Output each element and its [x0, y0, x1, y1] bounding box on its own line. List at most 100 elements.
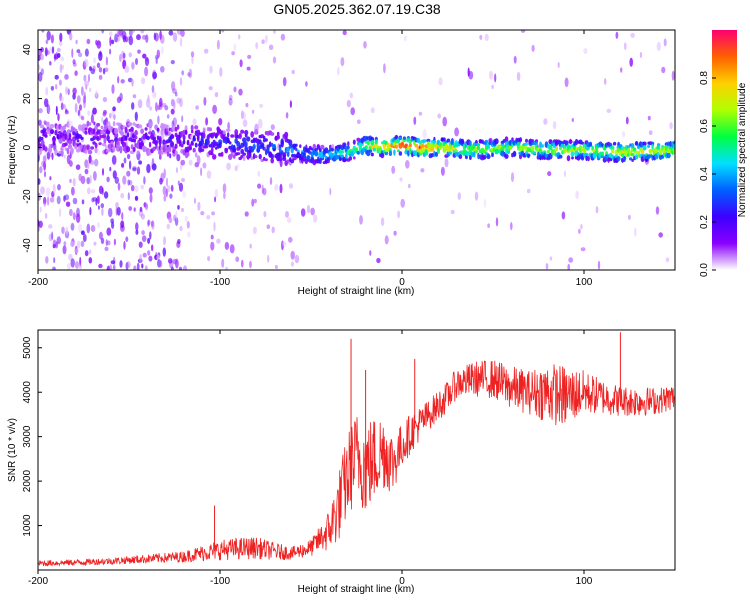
- spectrogram-ridge-cell: [236, 141, 241, 147]
- spectrogram-noise-cell: [101, 116, 104, 124]
- spectrogram-noise-cell: [170, 184, 174, 192]
- spectrogram-ridge-cell: [574, 138, 579, 146]
- spectrogram-noise-cell: [620, 67, 623, 73]
- spectrogram-noise-cell: [70, 222, 75, 231]
- spectrogram-noise-cell: [252, 226, 257, 235]
- spectrogram-noise-cell: [38, 108, 43, 114]
- spectrogram-noise-cell: [139, 253, 143, 264]
- spectrogram-ridge-cell: [304, 158, 308, 164]
- spectrogram-noise-cell: [238, 88, 243, 96]
- spectrogram-ridge-cell: [631, 158, 634, 162]
- spectrogram-noise-cell: [239, 59, 243, 68]
- spectrogram-noise-cell: [90, 68, 96, 75]
- spectrogram-ridge-cell: [158, 136, 162, 143]
- spectrogram-ridge-cell: [611, 149, 615, 154]
- spectrogram-ridge-cell: [475, 150, 478, 154]
- spectrogram-noise-cell: [181, 115, 184, 123]
- spectrogram-ridge-cell: [278, 154, 283, 162]
- spectrogram-noise-cell: [82, 234, 87, 242]
- spectrogram-ridge-cell: [200, 136, 204, 143]
- spectrogram-ridge-cell: [446, 138, 451, 143]
- spectrogram-noise-cell: [49, 61, 52, 66]
- spectrogram-ridge-cell: [330, 147, 334, 152]
- spectrogram-noise-cell: [62, 245, 67, 255]
- spectrogram-noise-cell: [222, 183, 227, 194]
- spectrogram-noise-cell: [52, 266, 56, 270]
- spectrogram-ridge-cell: [357, 150, 360, 155]
- spectrogram-noise-cell: [175, 167, 179, 174]
- spectrogram-noise-cell: [669, 122, 673, 130]
- spectrogram-ridge-cell: [518, 137, 523, 143]
- spectrogram-noise-cell: [148, 255, 153, 262]
- spectrogram-noise-cell: [149, 231, 152, 240]
- spectrogram-noise-cell: [157, 105, 161, 111]
- spectrogram-ridge-cell: [443, 137, 446, 142]
- spectrogram-noise-cell: [111, 155, 117, 165]
- spectrogram-noise-cell: [70, 258, 75, 268]
- spectrogram-noise-cell: [259, 103, 264, 108]
- spectrogram-noise-cell: [119, 260, 123, 268]
- spectrogram-ridge-cell: [112, 145, 116, 152]
- spectrogram-ridge-cell: [252, 143, 256, 150]
- snr-y-tick-label: 5000: [22, 336, 33, 359]
- spectrogram-ridge-cell: [635, 142, 639, 146]
- spectrogram-ridge-cell: [152, 136, 157, 142]
- spectrogram-noise-cell: [615, 31, 619, 39]
- spectrogram-ridge-cell: [186, 151, 190, 157]
- spectrogram-noise-cell: [210, 234, 214, 240]
- spectrogram-noise-cell: [221, 258, 225, 268]
- spectrogram-ridge-cell: [270, 153, 275, 160]
- spectrogram-noise-cell: [109, 166, 112, 172]
- spectrogram-noise-cell: [246, 66, 251, 71]
- spectrogram-noise-cell: [126, 261, 131, 269]
- spectrogram-ridge-cell: [70, 147, 74, 154]
- spectrogram-ridge-cell: [38, 149, 42, 156]
- spectrogram-noise-cell: [403, 35, 407, 42]
- spectrogram-noise-cell: [38, 64, 41, 71]
- spectrogram-ridge-cell: [160, 150, 164, 155]
- spectrogram-noise-cell: [207, 256, 211, 262]
- spectrogram-ridge-cell: [162, 139, 167, 146]
- spectrogram-ridge-cell: [144, 127, 148, 131]
- spectrogram-ridge-cell: [92, 128, 96, 135]
- spectrogram-ridge-cell: [54, 129, 58, 136]
- spectrogram-ridge-cell: [521, 144, 524, 151]
- spectrogram-noise-cell: [163, 168, 166, 179]
- spectrogram-noise-cell: [168, 217, 173, 224]
- spectrogram-noise-cell: [130, 184, 135, 192]
- spectrogram-ridge-cell: [642, 141, 647, 147]
- snr-y-tick-label: 2000: [22, 470, 33, 493]
- spectrogram-noise-cell: [214, 196, 217, 203]
- spectrogram-ridge-cell: [102, 134, 106, 139]
- spectrogram-ridge-cell: [419, 148, 422, 153]
- spectrogram-noise-cell: [571, 118, 574, 122]
- spectrogram-ridge-cell: [110, 141, 114, 145]
- spectrogram-noise-cell: [91, 197, 95, 203]
- spectrogram-noise-cell: [583, 47, 588, 55]
- spectrogram-noise-cell: [140, 30, 145, 34]
- snr-series-line: [38, 360, 675, 567]
- spectrogram-noise-cell: [72, 212, 76, 221]
- spectrogram-ridge-cell: [126, 132, 130, 138]
- spectrogram-ridge-cell: [409, 148, 412, 155]
- spectrogram-noise-cell: [111, 221, 115, 229]
- spectrogram-noise-cell: [153, 91, 156, 97]
- spectrogram-noise-cell: [46, 50, 50, 55]
- spectrogram-ridge-cell: [64, 142, 68, 146]
- spectrogram-ridge-cell: [96, 122, 101, 127]
- spectrogram-ridge-cell: [460, 138, 465, 144]
- spectrogram-ridge-cell: [589, 142, 593, 147]
- spectrogram-noise-cell: [257, 183, 262, 189]
- spectrogram-noise-cell: [116, 206, 121, 216]
- spectrogram-ridge-cell: [244, 141, 248, 148]
- spectrogram-noise-cell: [79, 264, 82, 269]
- spectrogram-noise-cell: [100, 203, 105, 209]
- spectrogram-ridge-cell: [174, 143, 178, 149]
- spectrogram-ridge-cell: [210, 147, 214, 153]
- spectrogram-noise-cell: [216, 238, 221, 244]
- spectrogram-ridge-cell: [182, 129, 186, 136]
- spectrogram-ridge-cell: [120, 131, 125, 136]
- spectrogram-ridge-cell: [102, 143, 107, 147]
- spectrogram-ridge-cell: [192, 137, 196, 142]
- spectrogram-noise-cell: [138, 209, 144, 217]
